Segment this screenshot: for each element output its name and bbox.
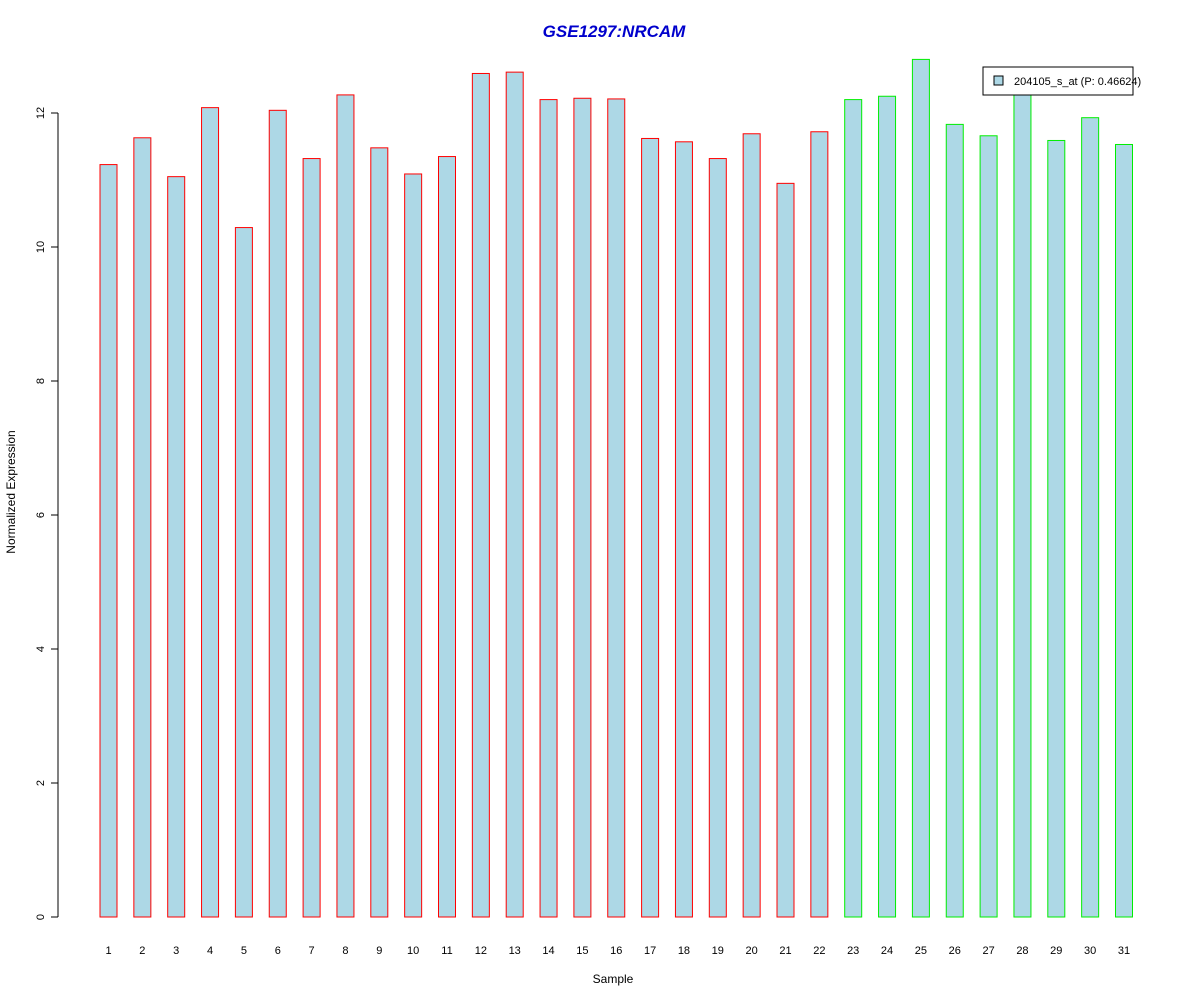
x-tick-label: 6 (275, 945, 281, 957)
y-tick-label: 12 (35, 107, 47, 119)
bar-sample-25 (911, 58, 930, 918)
y-tick-label: 8 (35, 378, 47, 384)
bar-sample-9 (370, 147, 389, 918)
bar-sample-11 (438, 156, 456, 918)
x-tick-label: 16 (610, 945, 622, 957)
x-tick-label: 12 (475, 945, 487, 957)
x-tick-label: 4 (207, 945, 213, 957)
x-tick-label: 28 (1016, 945, 1028, 957)
x-tick-label: 20 (746, 945, 758, 957)
x-tick-label: 15 (576, 945, 588, 957)
x-axis-label: Sample (593, 972, 634, 986)
bar-sample-4 (201, 107, 220, 918)
x-tick-label: 21 (779, 945, 791, 957)
y-tick-label: 10 (35, 241, 47, 253)
x-tick-label: 26 (949, 945, 961, 957)
x-tick-label: 14 (542, 945, 554, 957)
bar-sample-28 (1013, 91, 1032, 918)
bar-sample-31 (1115, 143, 1133, 918)
bar-sample-6 (268, 109, 287, 918)
bar-sample-1 (99, 164, 118, 918)
x-tick-label: 7 (309, 945, 315, 957)
x-tick-label: 2 (139, 945, 145, 957)
y-tick-label: 0 (35, 914, 47, 920)
x-tick-label: 8 (342, 945, 348, 957)
bar-sample-14 (539, 99, 558, 918)
legend-label: 204105_s_at (P: 0.46624) (1014, 76, 1141, 88)
bar-sample-10 (404, 173, 423, 918)
y-tick-label: 6 (35, 512, 47, 518)
chart-title: GSE1297:NRCAM (543, 22, 686, 41)
x-tick-label: 13 (509, 945, 521, 957)
bar-sample-29 (1047, 139, 1066, 918)
bar-sample-16 (607, 98, 626, 918)
bar-sample-13 (505, 71, 524, 918)
x-tick-label: 18 (678, 945, 690, 957)
bar-sample-2 (133, 137, 152, 918)
x-tick-label: 9 (376, 945, 382, 957)
bar-sample-23 (844, 99, 863, 918)
bar-sample-30 (1081, 117, 1100, 918)
bar-sample-26 (945, 123, 964, 918)
bar-sample-18 (674, 141, 693, 918)
x-tick-label: 31 (1118, 945, 1130, 957)
x-tick-label: 17 (644, 945, 656, 957)
bar-sample-8 (336, 94, 355, 918)
bar-sample-5 (234, 227, 253, 918)
y-axis-label: Normalized Expression (4, 430, 18, 553)
bars (99, 58, 1133, 918)
legend: 204105_s_at (P: 0.46624) (982, 66, 1141, 96)
x-tick-label: 5 (241, 945, 247, 957)
x-tick-labels: 1 2 3 4 5 6 7 8 9 10 11 12 13 14 15 16 17 18 19 20 21 22 23 24 2… (105, 945, 1130, 957)
bar-sample-21 (776, 182, 795, 918)
x-tick-label: 23 (847, 945, 859, 957)
x-tick-label: 27 (982, 945, 994, 957)
bar-sample-12 (471, 72, 490, 918)
x-tick-label: 10 (407, 945, 419, 957)
legend-box (982, 66, 1134, 96)
bar-sample-15 (573, 97, 592, 918)
bar-sample-27 (979, 135, 998, 918)
x-tick-label: 1 (105, 945, 111, 957)
x-tick-label: 24 (881, 945, 893, 957)
bar-sample-3 (167, 176, 186, 918)
x-tick-label: 22 (813, 945, 825, 957)
bar-sample-19 (708, 158, 727, 918)
bar-sample-22 (810, 131, 829, 918)
x-tick-label: 30 (1084, 945, 1096, 957)
x-tick-label: 11 (441, 945, 452, 957)
x-tick-label: 3 (173, 945, 179, 957)
bar-sample-7 (302, 158, 321, 918)
legend-swatch (993, 75, 1004, 86)
bar-sample-20 (742, 133, 761, 918)
x-tick-label: 29 (1050, 945, 1062, 957)
bar-sample-24 (878, 95, 897, 918)
y-axis: 0 2 4 6 8 10 12 (35, 107, 59, 920)
bar-sample-17 (641, 137, 660, 918)
y-tick-label: 4 (35, 646, 47, 652)
x-tick-label: 25 (915, 945, 927, 957)
y-tick-label: 2 (35, 780, 47, 786)
x-tick-label: 19 (712, 945, 724, 957)
